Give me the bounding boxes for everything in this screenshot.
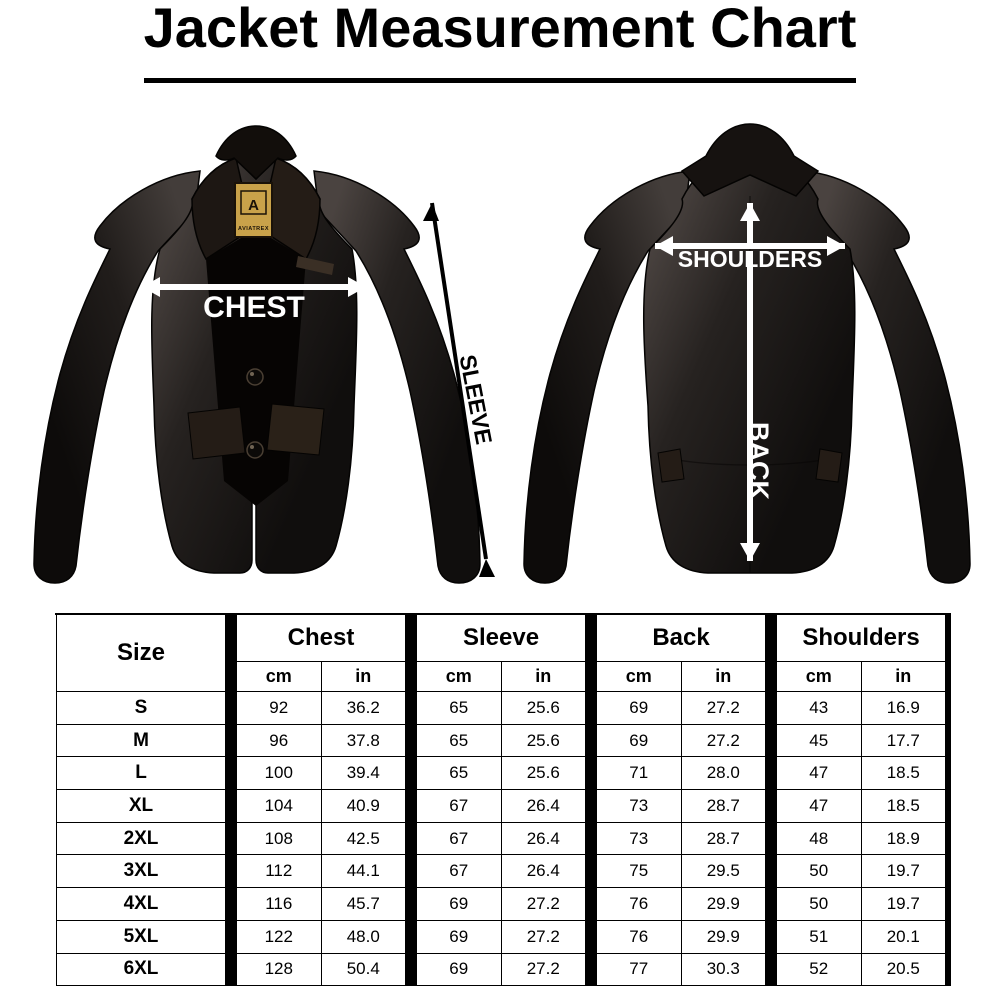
svg-text:AVIATREX: AVIATREX [238,226,269,232]
svg-text:A: A [248,197,259,214]
svg-text:BACK: BACK [744,422,774,500]
svg-text:CHEST: CHEST [203,291,305,324]
